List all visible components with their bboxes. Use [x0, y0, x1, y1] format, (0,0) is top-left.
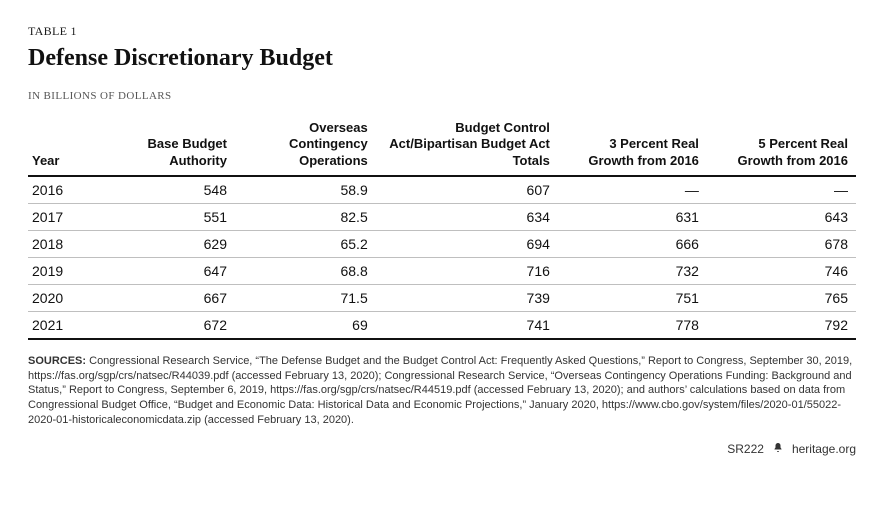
cell-r5-c2: 69	[235, 311, 376, 339]
table-row: 202066771.5739751765	[28, 284, 856, 311]
cell-r5-c4: 778	[558, 311, 707, 339]
bell-icon	[772, 442, 784, 456]
cell-r1-c1: 551	[103, 203, 235, 230]
cell-r4-c0: 2020	[28, 284, 103, 311]
cell-r2-c2: 65.2	[235, 230, 376, 257]
cell-r1-c4: 631	[558, 203, 707, 230]
cell-r2-c5: 678	[707, 230, 856, 257]
footer-code: SR222	[727, 442, 764, 456]
table-row: 201654858.9607——	[28, 176, 856, 204]
col-header-4: 3 Percent Real Growth from 2016	[558, 114, 707, 176]
col-header-2: Overseas Contingency Operations	[235, 114, 376, 176]
cell-r1-c5: 643	[707, 203, 856, 230]
sources-block: SOURCES: Congressional Research Service,…	[28, 354, 856, 428]
cell-r2-c3: 694	[376, 230, 558, 257]
cell-r4-c1: 667	[103, 284, 235, 311]
cell-r1-c3: 634	[376, 203, 558, 230]
cell-r3-c5: 746	[707, 257, 856, 284]
table-row: 202167269741778792	[28, 311, 856, 339]
footer: SR222 heritage.org	[28, 442, 856, 456]
cell-r5-c0: 2021	[28, 311, 103, 339]
cell-r4-c2: 71.5	[235, 284, 376, 311]
cell-r2-c4: 666	[558, 230, 707, 257]
cell-r3-c2: 68.8	[235, 257, 376, 284]
table-row: 201964768.8716732746	[28, 257, 856, 284]
data-table: YearBase Budget AuthorityOverseas Contin…	[28, 114, 856, 340]
cell-r4-c5: 765	[707, 284, 856, 311]
cell-r1-c0: 2017	[28, 203, 103, 230]
cell-r1-c2: 82.5	[235, 203, 376, 230]
table-body: 201654858.9607——201755182.56346316432018…	[28, 176, 856, 339]
cell-r2-c1: 629	[103, 230, 235, 257]
table-subtitle: IN BILLIONS OF DOLLARS	[28, 90, 856, 102]
cell-r0-c2: 58.9	[235, 176, 376, 204]
col-header-5: 5 Percent Real Growth from 2016	[707, 114, 856, 176]
col-header-3: Budget Control Act/Bipartisan Budget Act…	[376, 114, 558, 176]
col-header-0: Year	[28, 114, 103, 176]
cell-r3-c4: 732	[558, 257, 707, 284]
cell-r0-c4: —	[558, 176, 707, 204]
cell-r0-c1: 548	[103, 176, 235, 204]
cell-r5-c1: 672	[103, 311, 235, 339]
cell-r4-c3: 739	[376, 284, 558, 311]
cell-r2-c0: 2018	[28, 230, 103, 257]
sources-text: Congressional Research Service, “The Def…	[28, 355, 852, 426]
table-label: TABLE 1	[28, 24, 856, 39]
table-header-row: YearBase Budget AuthorityOverseas Contin…	[28, 114, 856, 176]
cell-r4-c4: 751	[558, 284, 707, 311]
footer-site: heritage.org	[792, 442, 856, 456]
cell-r0-c3: 607	[376, 176, 558, 204]
table-row: 201755182.5634631643	[28, 203, 856, 230]
table-title: Defense Discretionary Budget	[28, 45, 856, 72]
cell-r5-c5: 792	[707, 311, 856, 339]
cell-r3-c0: 2019	[28, 257, 103, 284]
cell-r3-c1: 647	[103, 257, 235, 284]
table-row: 201862965.2694666678	[28, 230, 856, 257]
cell-r5-c3: 741	[376, 311, 558, 339]
cell-r3-c3: 716	[376, 257, 558, 284]
sources-label: SOURCES:	[28, 355, 86, 367]
cell-r0-c5: —	[707, 176, 856, 204]
col-header-1: Base Budget Authority	[103, 114, 235, 176]
cell-r0-c0: 2016	[28, 176, 103, 204]
